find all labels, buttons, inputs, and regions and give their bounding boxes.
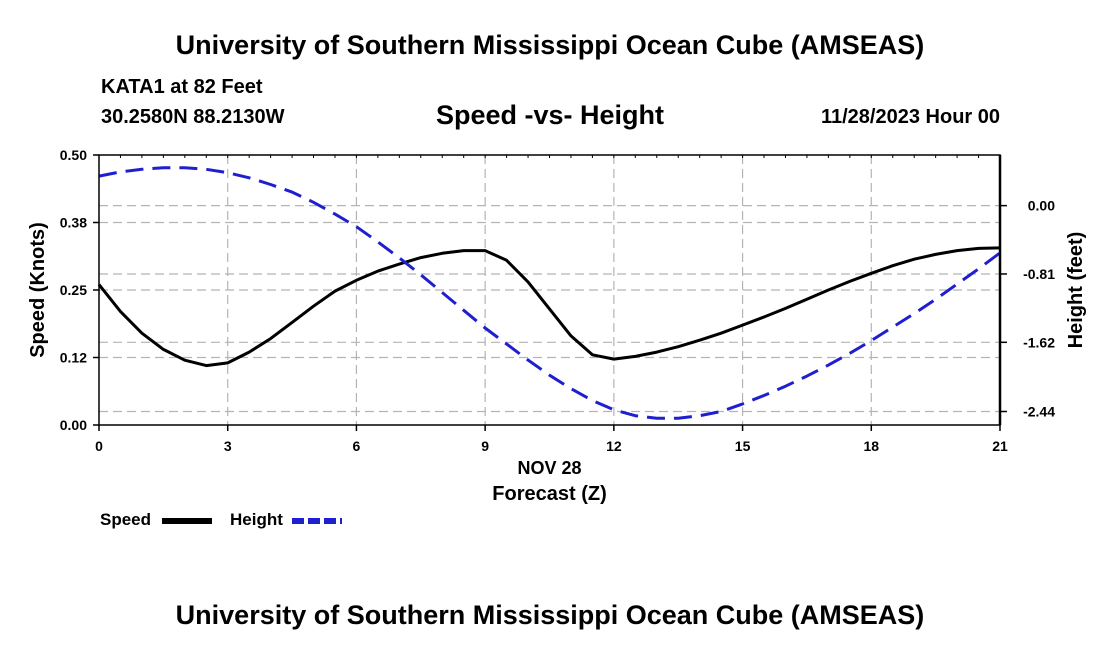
page-title: University of Southern Mississippi Ocean… (175, 30, 925, 60)
legend-speed-label: Speed (100, 510, 151, 529)
y-tick-label: 0.38 (60, 215, 87, 231)
y-axis-right-label: Height (feet) (1065, 232, 1087, 349)
legend: Speed Height (100, 510, 342, 529)
x-tick-label: 3 (224, 438, 232, 454)
x-tick-label: 15 (735, 438, 751, 454)
y-tick-label: 0.50 (60, 147, 87, 163)
y-tick-label: 0.25 (60, 282, 87, 298)
forecast-date-hour: 11/28/2023 Hour 00 (820, 106, 1000, 128)
x-axis-date-label: NOV 28 (517, 458, 581, 478)
x-tick-label: 0 (95, 438, 103, 454)
y-right-tick-label: -0.81 (1023, 266, 1055, 282)
x-tick-label: 9 (481, 438, 489, 454)
axis-ticks: 0 3 6 9 12 15 18 21 0.00 0.12 0.25 0.38 0.50 0.00 -0.8… (60, 147, 1055, 454)
x-tick-label: 6 (353, 438, 361, 454)
x-tick-label: 18 (863, 438, 879, 454)
x-tick-label: 21 (992, 438, 1008, 454)
footer-title: University of Southern Mississippi Ocean… (175, 600, 925, 630)
series-layer (97, 166, 1001, 420)
y-axis-label: Speed (Knots) (27, 222, 49, 358)
y-right-tick-label: -2.44 (1023, 404, 1055, 420)
speed-series-line (97, 246, 1001, 368)
height-series-line (98, 166, 1001, 420)
x-axis-label: Forecast (Z) (492, 483, 606, 505)
grid (99, 155, 1000, 425)
station-label: KATA1 at 82 Feet (101, 76, 263, 98)
y-right-tick-label: 0.00 (1028, 198, 1055, 214)
legend-height-label: Height (230, 510, 283, 529)
station-coordinates: 30.2580N 88.2130W (101, 106, 285, 128)
chart-title: Speed -vs- Height (435, 100, 665, 130)
y-tick-label: 0.12 (60, 350, 87, 366)
x-tick-label: 12 (606, 438, 622, 454)
y-right-tick-label: -1.62 (1023, 334, 1055, 350)
y-tick-label: 0.00 (60, 417, 87, 433)
